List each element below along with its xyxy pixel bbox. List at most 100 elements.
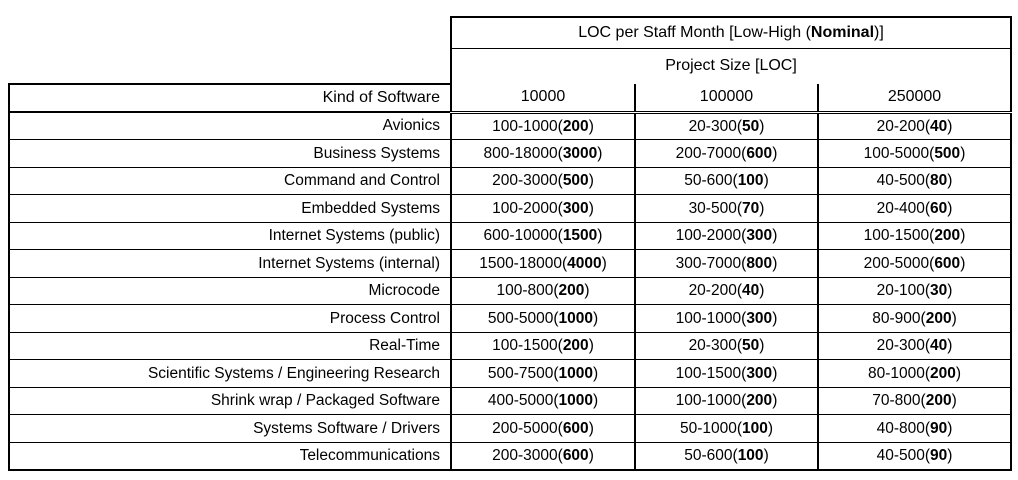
loc-close-paren: ) <box>584 282 590 300</box>
loc-close-paren: ) <box>772 364 778 382</box>
loc-cell-10000: 500-5000(1000) <box>450 304 636 333</box>
loc-range: 100-1000( <box>675 392 747 410</box>
kind-cell: Shrink wrap / Packaged Software <box>8 386 452 415</box>
loc-close-paren: ) <box>947 117 953 135</box>
table-row: Telecommunications 200-3000(600) 50-600(… <box>8 441 1013 471</box>
loc-range: 70-800( <box>872 392 926 410</box>
loc-cell-100000: 20-200(40) <box>634 276 819 305</box>
loc-range: 200-3000( <box>492 172 563 190</box>
loc-range: 20-200( <box>688 282 742 300</box>
loc-cell-250000: 80-1000(200) <box>817 359 1013 388</box>
loc-close-paren: ) <box>772 392 778 410</box>
loc-range: 800-18000( <box>483 144 563 162</box>
loc-range: 100-2000( <box>675 227 747 245</box>
loc-range: 200-5000( <box>863 254 935 272</box>
loc-close-paren: ) <box>947 172 953 190</box>
loc-close-paren: ) <box>960 254 966 272</box>
loc-close-paren: ) <box>763 172 769 190</box>
loc-range: 30-500( <box>688 199 742 217</box>
loc-nominal: 40 <box>930 337 948 355</box>
loc-range: 20-300( <box>876 337 931 355</box>
table-title: LOC per Staff Month [Low-High (Nominal)] <box>449 16 1013 49</box>
loc-range: 80-1000( <box>867 364 930 382</box>
loc-cell-250000: 200-5000(600) <box>817 249 1013 278</box>
kind-cell: Business Systems <box>8 139 452 168</box>
loc-nominal: 300 <box>746 364 773 382</box>
loc-nominal: 300 <box>746 227 773 245</box>
loc-close-paren: ) <box>588 419 594 437</box>
loc-close-paren: ) <box>592 392 599 410</box>
loc-close-paren: ) <box>759 199 765 217</box>
loc-close-paren: ) <box>597 144 603 162</box>
kind-cell: Scientific Systems / Engineering Researc… <box>8 359 452 388</box>
loc-nominal: 30 <box>930 282 948 300</box>
loc-close-paren: ) <box>588 199 594 217</box>
loc-cell-10000: 200-3000(500) <box>450 166 636 195</box>
loc-cell-10000: 1500-18000(4000) <box>450 249 636 278</box>
loc-cell-10000: 800-18000(3000) <box>450 139 636 168</box>
loc-cell-10000: 600-10000(1500) <box>450 221 636 250</box>
loc-range: 20-400( <box>876 199 931 217</box>
loc-cell-250000: 20-100(30) <box>817 276 1013 305</box>
loc-cell-250000: 100-5000(500) <box>817 139 1013 168</box>
kind-cell: Telecommunications <box>8 441 452 471</box>
loc-close-paren: ) <box>592 309 599 327</box>
loc-cell-100000: 50-600(100) <box>634 166 819 195</box>
kind-cell: Internet Systems (internal) <box>8 249 452 278</box>
loc-nominal: 4000 <box>567 254 602 272</box>
loc-range: 300-7000( <box>675 254 747 272</box>
loc-nominal: 200 <box>562 117 589 135</box>
table-row: Process Control 500-5000(1000) 100-1000(… <box>8 304 1013 333</box>
loc-nominal: 500 <box>934 144 961 162</box>
loc-range: 50-600( <box>684 446 738 464</box>
table-title-prefix: LOC per Staff Month [Low-High ( <box>578 23 811 41</box>
loc-cell-250000: 70-800(200) <box>817 386 1013 415</box>
loc-nominal: 600 <box>746 144 773 162</box>
loc-range: 100-1500( <box>863 227 935 245</box>
loc-cell-10000: 100-2000(300) <box>450 194 636 223</box>
loc-cell-10000: 500-7500(1000) <box>450 359 636 388</box>
loc-nominal: 100 <box>737 446 764 464</box>
column-header-row: Kind of Software 10000 100000 250000 <box>8 83 1013 114</box>
loc-close-paren: ) <box>772 309 778 327</box>
loc-close-paren: ) <box>947 419 953 437</box>
loc-nominal: 600 <box>934 254 961 272</box>
loc-nominal: 600 <box>562 419 589 437</box>
loc-range: 100-5000( <box>863 144 935 162</box>
table-title-bold: Nominal <box>810 23 875 41</box>
loc-close-paren: ) <box>772 254 778 272</box>
loc-nominal: 90 <box>930 446 948 464</box>
table-row: Embedded Systems 100-2000(300) 30-500(70… <box>8 194 1013 223</box>
kind-cell: Avionics <box>8 111 452 140</box>
table-row: Scientific Systems / Engineering Researc… <box>8 359 1013 388</box>
loc-range: 80-900( <box>872 309 926 327</box>
kind-cell: Internet Systems (public) <box>8 221 452 250</box>
loc-close-paren: ) <box>951 392 957 410</box>
size-column-header-100000: 100000 <box>634 84 819 114</box>
loc-nominal: 90 <box>930 419 948 437</box>
loc-nominal: 50 <box>742 117 760 135</box>
loc-close-paren: ) <box>951 309 957 327</box>
loc-nominal: 200 <box>934 227 961 245</box>
loc-cell-250000: 20-200(40) <box>817 111 1013 140</box>
loc-range: 40-500( <box>876 446 931 464</box>
loc-productivity-table: LOC per Staff Month [Low-High (Nominal)]… <box>8 16 1013 471</box>
loc-nominal: 200 <box>746 392 773 410</box>
loc-nominal: 800 <box>746 254 773 272</box>
loc-range: 200-7000( <box>675 144 747 162</box>
loc-close-paren: ) <box>947 282 953 300</box>
size-column-header-250000: 250000 <box>816 84 1013 114</box>
loc-range: 50-600( <box>684 172 738 190</box>
loc-cell-250000: 40-500(90) <box>817 441 1013 471</box>
loc-close-paren: ) <box>597 227 603 245</box>
size-column-header-10000: 10000 <box>450 84 636 114</box>
loc-nominal: 200 <box>925 309 952 327</box>
loc-cell-10000: 100-1500(200) <box>450 331 636 360</box>
loc-nominal: 1500 <box>562 227 598 245</box>
loc-cell-10000: 200-3000(600) <box>450 441 636 471</box>
loc-cell-100000: 300-7000(800) <box>634 249 819 278</box>
loc-range: 100-800( <box>496 282 559 300</box>
loc-close-paren: ) <box>960 144 966 162</box>
kind-cell: Microcode <box>8 276 452 305</box>
